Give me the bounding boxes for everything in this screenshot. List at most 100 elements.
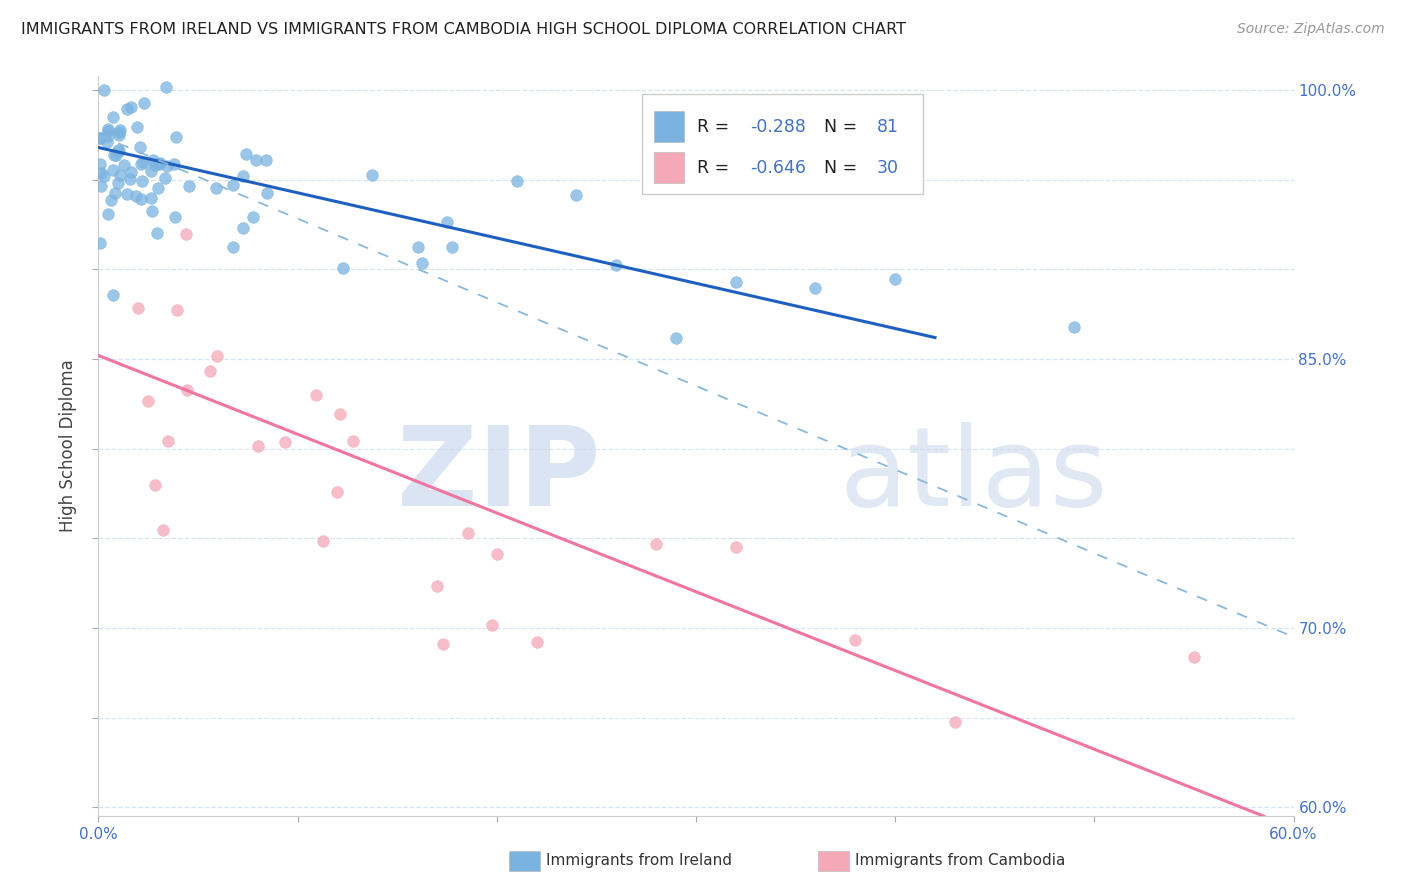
- Point: [89, 131, 111, 145]
- Point: [246, 439, 269, 453]
- Text: 30: 30: [876, 160, 898, 178]
- Point: [163, 157, 186, 171]
- Point: [222, 178, 245, 192]
- Text: atlas: atlas: [839, 422, 1108, 529]
- Point: [326, 484, 349, 499]
- Point: [143, 477, 166, 491]
- Point: [205, 349, 228, 363]
- Point: [645, 537, 668, 551]
- Point: [360, 168, 382, 182]
- Text: Source: ZipAtlas.com: Source: ZipAtlas.com: [1237, 22, 1385, 37]
- Point: [406, 240, 429, 254]
- Point: [205, 181, 228, 195]
- Point: [103, 162, 125, 177]
- Point: [108, 123, 131, 137]
- Point: [432, 637, 454, 651]
- Point: [436, 215, 458, 229]
- Point: [105, 148, 128, 162]
- Point: [90, 166, 112, 180]
- Point: [136, 394, 159, 409]
- Point: [141, 203, 163, 218]
- Point: [312, 534, 335, 549]
- Point: [844, 633, 866, 648]
- Point: [120, 165, 142, 179]
- Point: [166, 303, 188, 318]
- Point: [156, 434, 179, 449]
- Point: [1123, 852, 1146, 866]
- Point: [176, 383, 198, 397]
- Point: [125, 189, 148, 203]
- Text: R =: R =: [697, 160, 735, 178]
- Point: [115, 102, 138, 116]
- Point: [103, 148, 125, 162]
- Point: [235, 147, 257, 161]
- Point: [100, 194, 122, 208]
- Point: [107, 176, 129, 190]
- Point: [125, 120, 148, 135]
- Point: [1063, 319, 1085, 334]
- Text: -0.646: -0.646: [749, 160, 806, 178]
- Point: [146, 180, 169, 194]
- Point: [1123, 862, 1146, 876]
- Point: [108, 128, 131, 142]
- Point: [332, 260, 354, 275]
- Point: [148, 157, 170, 171]
- Point: [132, 155, 155, 169]
- Text: -0.288: -0.288: [749, 118, 806, 136]
- Point: [149, 156, 172, 170]
- Point: [256, 186, 278, 200]
- Point: [101, 110, 124, 124]
- Point: [104, 186, 127, 201]
- Point: [232, 169, 254, 184]
- Text: IMMIGRANTS FROM IRELAND VS IMMIGRANTS FROM CAMBODIA HIGH SCHOOL DIPLOMA CORRELAT: IMMIGRANTS FROM IRELAND VS IMMIGRANTS FR…: [21, 22, 905, 37]
- Point: [120, 172, 142, 186]
- Point: [274, 434, 297, 449]
- Text: ZIP: ZIP: [396, 422, 600, 529]
- Point: [804, 280, 827, 294]
- Point: [89, 157, 111, 171]
- Point: [254, 153, 277, 167]
- Point: [132, 96, 155, 111]
- Point: [605, 258, 627, 272]
- Text: N =: N =: [824, 118, 863, 136]
- Point: [142, 153, 165, 168]
- Point: [89, 131, 111, 145]
- Bar: [643, 95, 924, 194]
- Point: [943, 714, 966, 729]
- Bar: [654, 112, 685, 143]
- Text: Immigrants from Cambodia: Immigrants from Cambodia: [855, 854, 1066, 868]
- Point: [526, 635, 548, 649]
- Point: [426, 578, 449, 592]
- Point: [97, 128, 120, 143]
- Text: R =: R =: [697, 118, 735, 136]
- Point: [441, 239, 464, 253]
- Point: [457, 525, 479, 540]
- Point: [176, 227, 198, 241]
- Point: [90, 178, 112, 193]
- Point: [232, 221, 254, 235]
- Point: [108, 125, 131, 139]
- Point: [565, 188, 588, 202]
- Point: [153, 170, 176, 185]
- Text: Immigrants from Ireland: Immigrants from Ireland: [546, 854, 731, 868]
- Point: [93, 169, 115, 184]
- Point: [198, 363, 221, 377]
- Point: [155, 79, 177, 94]
- Point: [107, 144, 129, 158]
- Y-axis label: High School Diploma: High School Diploma: [59, 359, 77, 533]
- Bar: [654, 152, 685, 183]
- Point: [96, 136, 118, 150]
- Point: [342, 434, 364, 449]
- Point: [222, 240, 245, 254]
- Point: [143, 157, 166, 171]
- Point: [97, 207, 120, 221]
- Point: [411, 256, 433, 270]
- Point: [108, 169, 131, 183]
- Text: N =: N =: [824, 160, 863, 178]
- Point: [884, 272, 907, 286]
- Point: [115, 187, 138, 202]
- Point: [481, 618, 503, 632]
- Point: [128, 140, 150, 154]
- Point: [665, 331, 688, 345]
- Point: [165, 211, 187, 225]
